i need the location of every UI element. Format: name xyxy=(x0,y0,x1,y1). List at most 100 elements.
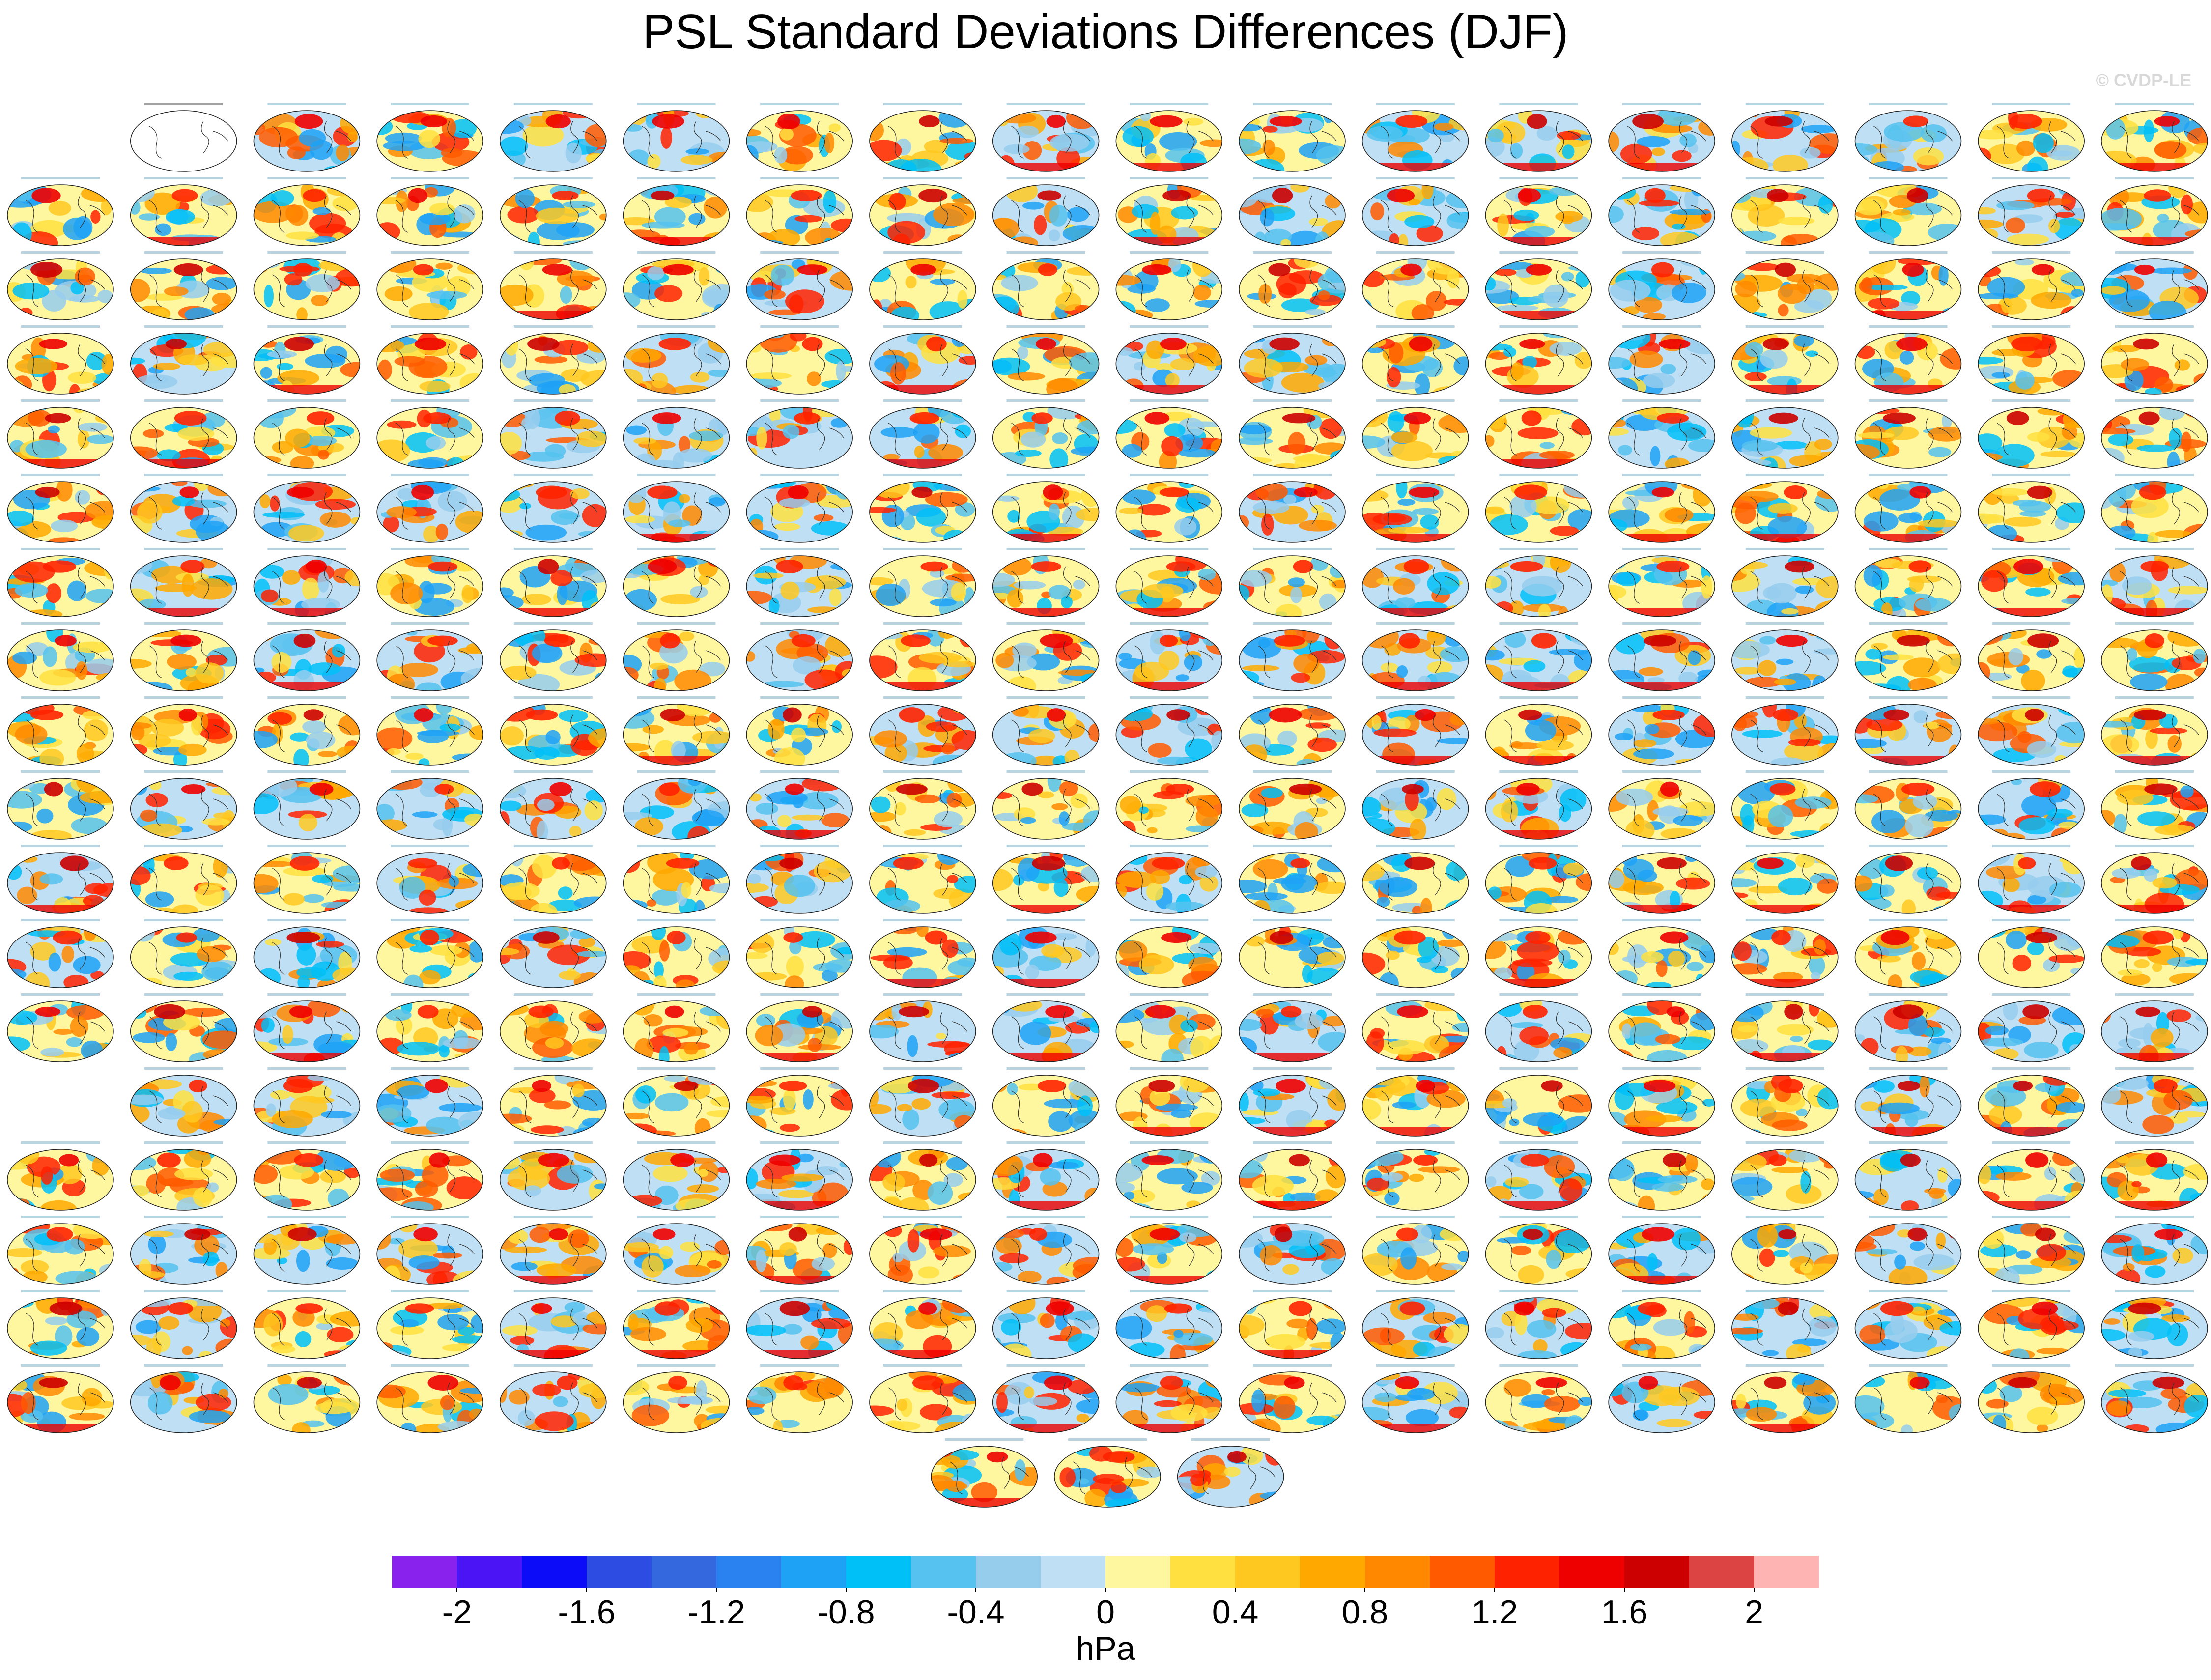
field-blob xyxy=(2015,371,2035,390)
coastline xyxy=(1011,343,1091,381)
field-blob xyxy=(561,369,590,382)
field-blob xyxy=(1675,758,1715,765)
field-blob xyxy=(2068,927,2085,935)
field-blob xyxy=(536,207,579,225)
field-blob xyxy=(500,726,524,746)
field-blob xyxy=(1731,963,1767,975)
panel-caption xyxy=(1376,622,1455,625)
map-field xyxy=(1239,853,1345,913)
map-field xyxy=(992,111,1099,171)
field-blob xyxy=(1794,300,1824,313)
field-blob xyxy=(1736,230,1777,242)
field-blob xyxy=(2058,571,2085,586)
map-panel xyxy=(1361,399,1469,469)
field-blob xyxy=(788,485,809,500)
field-blob xyxy=(2012,499,2041,507)
map-panel xyxy=(1361,103,1469,172)
field-blob xyxy=(688,778,702,786)
field-blob xyxy=(1906,188,1928,203)
field-blob xyxy=(558,710,588,722)
field-blob xyxy=(137,501,163,524)
field-blob xyxy=(837,333,853,345)
field-blob xyxy=(1188,957,1218,973)
map-panel xyxy=(623,177,730,246)
field-band xyxy=(254,608,360,617)
map-panel xyxy=(992,251,1100,320)
field-blob xyxy=(1239,570,1272,587)
field-blob xyxy=(390,582,423,605)
map-panel xyxy=(1731,770,1839,840)
coastline xyxy=(1011,566,1091,604)
field-band xyxy=(1855,756,1961,765)
field-blob xyxy=(703,185,730,197)
globe-outline xyxy=(992,555,1100,617)
field-blob xyxy=(521,594,551,605)
field-band xyxy=(1485,163,1592,171)
field-blob xyxy=(2157,214,2169,223)
field-blob xyxy=(1625,819,1655,839)
field-blob xyxy=(869,577,894,586)
field-blob xyxy=(871,796,891,813)
panel-caption xyxy=(21,251,100,254)
field-blob xyxy=(1656,560,1690,573)
field-blob xyxy=(746,145,759,167)
globe-outline xyxy=(1361,333,1469,395)
map-panel xyxy=(1485,103,1592,172)
coastline xyxy=(1381,343,1460,381)
coastline xyxy=(518,640,598,678)
field-blob xyxy=(2126,648,2138,661)
map-field xyxy=(992,482,1099,542)
coastline xyxy=(395,269,475,307)
map-panel xyxy=(500,696,607,766)
map-panel xyxy=(253,770,361,840)
field-blob xyxy=(1531,496,1570,514)
field-blob xyxy=(584,800,603,821)
field-blob xyxy=(585,789,606,803)
map-panel xyxy=(376,103,483,172)
panel-caption xyxy=(1376,399,1455,402)
field-blob xyxy=(1978,228,1998,241)
globe-outline xyxy=(1115,110,1223,172)
field-blob xyxy=(625,515,655,524)
field-blob xyxy=(1903,657,1941,678)
field-blob xyxy=(178,708,197,722)
panel-caption xyxy=(1992,177,2071,179)
field-blob xyxy=(1797,276,1815,295)
coastline xyxy=(1627,640,1706,678)
field-blob xyxy=(1652,807,1689,817)
map-field xyxy=(130,853,237,913)
map-panel xyxy=(992,548,1100,617)
globe-outline xyxy=(7,704,114,766)
field-blob xyxy=(2129,656,2169,673)
globe-outline xyxy=(1361,258,1469,320)
field-blob xyxy=(2143,119,2154,142)
field-blob xyxy=(1818,823,1835,839)
field-blob xyxy=(2027,741,2056,758)
field-blob xyxy=(893,857,924,870)
field-blob xyxy=(1185,795,1221,807)
field-blob xyxy=(1393,930,1426,945)
field-blob xyxy=(1122,126,1154,147)
coastline xyxy=(1257,343,1337,381)
coastline xyxy=(395,343,475,381)
field-blob xyxy=(1814,939,1826,955)
field-blob xyxy=(336,746,360,759)
field-blob xyxy=(296,944,316,966)
map-panel xyxy=(1361,770,1469,840)
field-blob xyxy=(1739,758,1752,765)
field-blob xyxy=(1319,418,1342,439)
field-blob xyxy=(1387,188,1415,203)
field-blob xyxy=(544,444,566,458)
field-blob xyxy=(1771,930,1791,945)
map-panel xyxy=(746,770,853,840)
field-blob xyxy=(880,427,918,438)
field-blob xyxy=(1088,723,1099,742)
field-blob xyxy=(1122,489,1156,505)
field-blob xyxy=(500,531,521,542)
field-blob xyxy=(869,140,902,162)
map-field xyxy=(1485,704,1592,765)
panel-caption xyxy=(1130,177,1209,179)
field-blob xyxy=(2054,755,2068,764)
field-band xyxy=(1116,608,1222,617)
field-blob xyxy=(791,190,822,201)
